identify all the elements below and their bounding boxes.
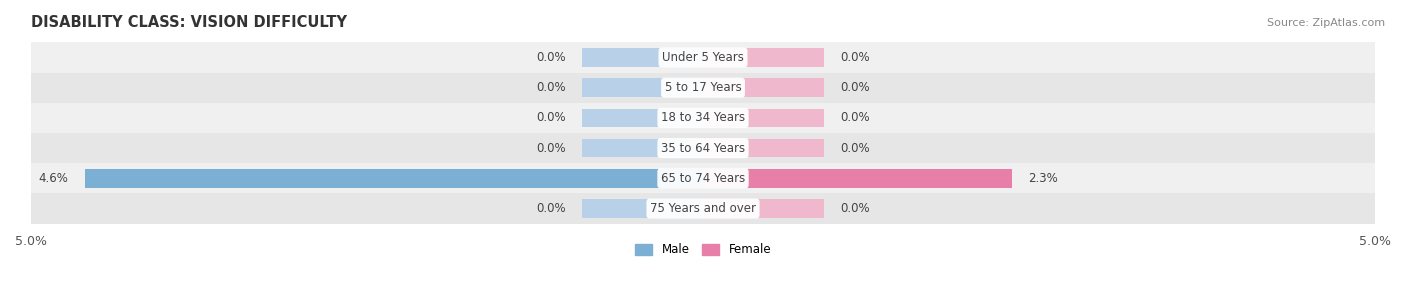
- Bar: [703, 169, 1012, 188]
- Text: 0.0%: 0.0%: [841, 51, 870, 64]
- Text: 65 to 74 Years: 65 to 74 Years: [661, 172, 745, 185]
- Text: 0.0%: 0.0%: [536, 202, 565, 215]
- Bar: [31, 103, 1375, 133]
- Bar: [31, 73, 1375, 103]
- Text: 0.0%: 0.0%: [536, 51, 565, 64]
- Bar: [582, 109, 703, 127]
- Bar: [31, 163, 1375, 193]
- Bar: [703, 199, 824, 218]
- Bar: [582, 139, 703, 157]
- Bar: [31, 42, 1375, 73]
- Text: 2.3%: 2.3%: [1028, 172, 1057, 185]
- Text: 5 to 17 Years: 5 to 17 Years: [665, 81, 741, 94]
- Bar: [703, 139, 824, 157]
- Bar: [582, 199, 703, 218]
- Text: 0.0%: 0.0%: [536, 112, 565, 124]
- Text: DISABILITY CLASS: VISION DIFFICULTY: DISABILITY CLASS: VISION DIFFICULTY: [31, 15, 347, 30]
- Text: Under 5 Years: Under 5 Years: [662, 51, 744, 64]
- Bar: [582, 78, 703, 97]
- Text: 0.0%: 0.0%: [841, 112, 870, 124]
- Bar: [703, 48, 824, 67]
- Text: 4.6%: 4.6%: [39, 172, 69, 185]
- Text: 18 to 34 Years: 18 to 34 Years: [661, 112, 745, 124]
- Text: 0.0%: 0.0%: [536, 142, 565, 155]
- Bar: [703, 109, 824, 127]
- Text: 0.0%: 0.0%: [536, 81, 565, 94]
- Bar: [31, 193, 1375, 224]
- Legend: Male, Female: Male, Female: [631, 240, 775, 260]
- Bar: [31, 133, 1375, 163]
- Bar: [703, 78, 824, 97]
- Bar: [84, 169, 703, 188]
- Text: 75 Years and over: 75 Years and over: [650, 202, 756, 215]
- Text: 0.0%: 0.0%: [841, 202, 870, 215]
- Text: Source: ZipAtlas.com: Source: ZipAtlas.com: [1267, 18, 1385, 28]
- Text: 0.0%: 0.0%: [841, 81, 870, 94]
- Bar: [582, 48, 703, 67]
- Text: 0.0%: 0.0%: [841, 142, 870, 155]
- Text: 35 to 64 Years: 35 to 64 Years: [661, 142, 745, 155]
